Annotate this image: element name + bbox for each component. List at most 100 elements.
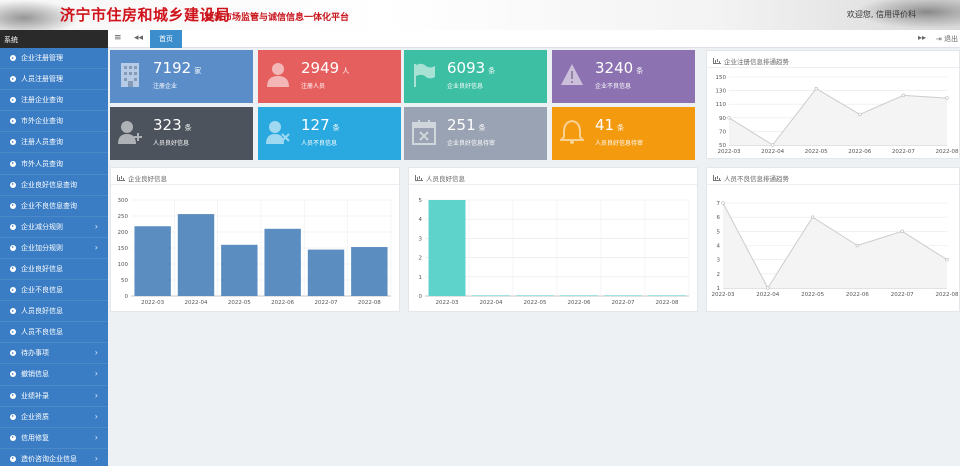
y-tick-label: 50 [719, 143, 726, 149]
circle-arrow-icon [10, 413, 16, 420]
bar [134, 226, 171, 296]
sidebar-item[interactable]: 业绩补录 › [0, 385, 108, 407]
sidebar-item[interactable]: 企业良好信息 [0, 258, 108, 281]
sidebar-item[interactable]: 人员不良信息 [0, 322, 108, 344]
sidebar-item[interactable]: 企业良好信息查询 [0, 174, 108, 196]
person-good-info-panel: 人员良好信息 0 1 2 3 4 5 2022-03 2022-04 2022-05 2022-0… [408, 167, 698, 312]
sidebar-item[interactable]: 注册企业查询 [0, 90, 108, 112]
x-tick-label: 2022-07 [612, 300, 635, 306]
person-bad-info-trend-panel: 人员不良信息排通趋势 1 2 3 4 5 6 7 2022-03 2022-04 2022-05 2… [706, 167, 960, 312]
x-tick-label: 2022-04 [761, 149, 784, 155]
sidebar-item-label: 企业资质 [21, 412, 49, 421]
x-tick-label: 2022-03 [712, 292, 735, 298]
sidebar-item[interactable]: 企业减分规则 › [0, 216, 108, 238]
bar-chart-icon [117, 175, 125, 181]
tab-home[interactable]: 首页 [150, 30, 182, 48]
stat-unit: 条 [617, 124, 625, 132]
x-tick-label: 2022-07 [315, 300, 338, 306]
bar [560, 295, 598, 296]
bell-icon [558, 119, 586, 145]
sidebar-item[interactable]: 造价咨询企业信息 › [0, 448, 108, 466]
circle-arrow-icon [10, 76, 16, 83]
site-subtitle: 建筑市场监管与诚信信息一体化平台 [205, 13, 350, 23]
sidebar-item[interactable]: 企业不良信息 [0, 280, 108, 302]
stat-label: 企业良好信息待审 [447, 140, 496, 147]
sidebar-item[interactable]: 待办事项 › [0, 343, 108, 365]
user-x-icon [266, 119, 290, 145]
stat-tile[interactable]: 6093 条企业良好信息 [404, 50, 547, 103]
stat-unit: 家 [194, 67, 202, 75]
circle-arrow-icon [10, 118, 16, 125]
y-tick-label: 2 [419, 256, 423, 262]
exit-label: 退出 [944, 35, 958, 43]
stat-unit: 条 [636, 67, 644, 75]
stat-label: 企业不良信息 [595, 83, 632, 90]
sidebar-item[interactable]: 市外企业查询 [0, 111, 108, 133]
circle-arrow-icon [10, 244, 16, 251]
sidebar-item[interactable]: 人员注册管理 [0, 69, 108, 91]
data-point [810, 215, 815, 219]
x-tick-label: 2022-06 [846, 292, 869, 298]
sidebar-item-label: 业绩补录 [21, 391, 49, 400]
sidebar-item[interactable]: 人员良好信息 [0, 301, 108, 323]
stat-tile[interactable]: 323 条人员良好信息 [110, 107, 253, 160]
x-tick-label: 2022-08 [358, 300, 381, 306]
stat-number: 41 [595, 116, 615, 134]
sidebar-menu: 企业注册管理 人员注册管理注册企业查询 市外企业查询注册人员查询市外人员查询企业良好… [0, 48, 108, 466]
x-tick-label: 2022-04 [756, 292, 779, 298]
y-tick-label: 50 [121, 278, 128, 284]
data-point [945, 96, 949, 100]
stat-tile[interactable]: 7192 家注册企业 [110, 50, 253, 103]
header-banner: 济宁市住房和城乡建设局 建筑市场监管与诚信信息一体化平台 欢迎您, 信用评价科 [0, 0, 960, 30]
stat-tile[interactable]: 2949 人注册人员 [258, 50, 401, 103]
sidebar-item-label: 注册企业查询 [21, 96, 63, 105]
y-tick-label: 4 [419, 217, 423, 223]
stat-value: 2949 人 [301, 59, 349, 77]
bar [264, 228, 301, 296]
sidebar-item[interactable]: 信用修复 › [0, 427, 108, 449]
panel-header: 人员不良信息排通趋势 [713, 173, 789, 183]
chevron-right-icon: › [94, 369, 98, 379]
circle-arrow-icon [10, 455, 16, 462]
calendar-x-icon [412, 119, 436, 145]
bar [472, 295, 510, 296]
sidebar-item[interactable]: 企业加分规则 › [0, 237, 108, 259]
data-point [721, 201, 725, 205]
sidebar-item[interactable]: 市外人员查询 [0, 153, 108, 175]
circle-arrow-icon [10, 350, 16, 357]
sidebar-item-label: 企业不良信息查询 [21, 201, 77, 210]
chevron-right-icon: › [94, 411, 98, 421]
stat-tile[interactable]: 251 条企业良好信息待审 [404, 107, 547, 160]
sidebar-item[interactable]: 企业资质 › [0, 406, 108, 428]
y-tick-label: 2 [717, 272, 721, 278]
x-tick-label: 2022-08 [936, 149, 959, 155]
exit-button[interactable]: ⇥ 退出 [935, 35, 958, 43]
ink-painting-decoration-right [850, 0, 960, 30]
sidebar-item[interactable]: 企业注册管理 [0, 48, 108, 70]
stat-label: 注册企业 [153, 83, 178, 90]
circle-arrow-icon [10, 160, 16, 167]
stat-value: 6093 条 [447, 59, 495, 77]
stat-value: 7192 家 [153, 59, 201, 77]
stat-tile[interactable]: 127 条人员不良信息 [258, 107, 401, 160]
sidebar-item-label: 市外企业查询 [21, 117, 63, 126]
enterprise-registration-line-chart: 50 70 90 110 130 150 2022-03 2022-04 2022-05 2022… [716, 75, 959, 155]
circle-arrow-icon [10, 265, 16, 272]
menu-toggle-icon[interactable]: ≡ [114, 33, 122, 43]
site-title: 济宁市住房和城乡建设局 [60, 6, 231, 24]
y-tick-label: 110 [716, 102, 727, 108]
data-point [770, 143, 775, 147]
person-bad-info-line-chart: 1 2 3 4 5 6 7 2022-03 2022-04 2022-05 2022-06 2022-… [712, 201, 959, 298]
stat-unit: 条 [478, 124, 486, 132]
welcome-user-text[interactable]: 欢迎您, 信用评价科 [846, 10, 916, 19]
y-tick-label: 3 [717, 258, 721, 264]
sidebar-item[interactable]: 注册人员查询 [0, 132, 108, 154]
stat-tile[interactable]: 3240 条企业不良信息 [552, 50, 695, 103]
sidebar-item[interactable]: 企业不良信息查询 [0, 195, 108, 217]
sidebar-item-label: 市外人员查询 [21, 159, 63, 168]
tab-scroll-right-icon[interactable]: ▸▸ [917, 33, 926, 42]
x-tick-label: 2022-06 [568, 300, 591, 306]
sidebar-item[interactable]: 撤销信息 › [0, 364, 108, 386]
tab-scroll-left-icon[interactable]: ◂◂ [134, 33, 144, 43]
stat-tile[interactable]: 41 条人员良好信息待审 [552, 107, 695, 160]
